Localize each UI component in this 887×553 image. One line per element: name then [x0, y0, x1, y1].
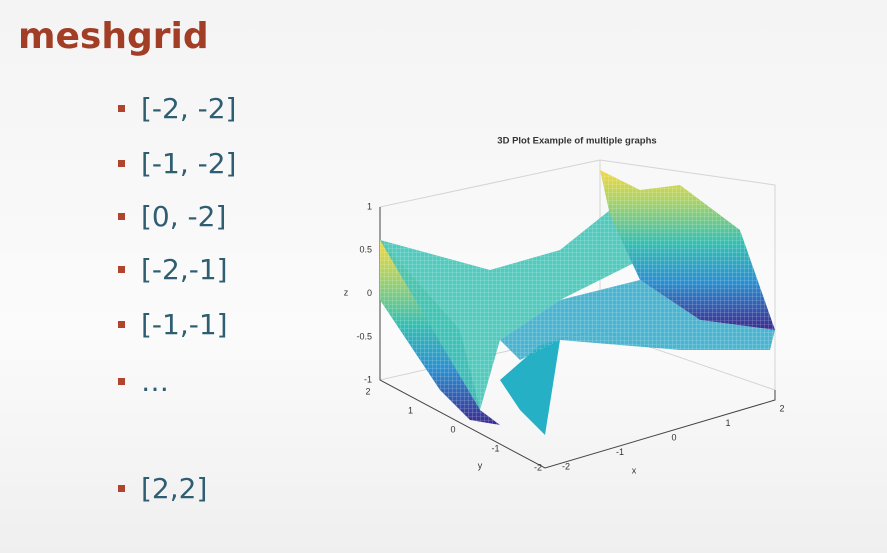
bullet-item: [2,2]	[118, 472, 207, 505]
bullet-item: [-1,-1]	[118, 308, 228, 341]
bullet-item: …	[118, 365, 169, 398]
y-tick-label: 2	[365, 386, 370, 396]
y-tick-label: 0	[450, 424, 455, 434]
x-axis-label: x	[632, 465, 637, 475]
x-tick-label: -1	[616, 447, 624, 457]
plot-title: 3D Plot Example of multiple graphs	[497, 136, 656, 147]
z-tick-label: 1	[367, 201, 372, 211]
z-tick-label: -1	[364, 375, 372, 385]
x-tick-label: -2	[562, 461, 570, 471]
z-axis-label: z	[344, 287, 349, 297]
y-tick-label: -1	[491, 443, 499, 453]
y-tick-label: 1	[408, 405, 413, 415]
y-tick-label: -2	[534, 462, 542, 472]
bullet-item: [-2, -2]	[118, 92, 236, 125]
z-tick-label: 0	[367, 288, 372, 298]
y-axis-label: y	[478, 460, 483, 470]
bullet-item: [-2,-1]	[118, 253, 228, 286]
bullet-item: [0, -2]	[118, 200, 226, 233]
z-tick-label: 0.5	[359, 245, 372, 255]
x-tick-label: 2	[779, 403, 784, 413]
x-tick-label: 1	[725, 418, 730, 428]
surface	[380, 170, 775, 435]
x-tick-label: 0	[671, 432, 676, 442]
slide-title: meshgrid	[18, 16, 209, 57]
z-tick-label: -0.5	[356, 331, 372, 341]
bullet-item: [-1, -2]	[118, 147, 236, 180]
